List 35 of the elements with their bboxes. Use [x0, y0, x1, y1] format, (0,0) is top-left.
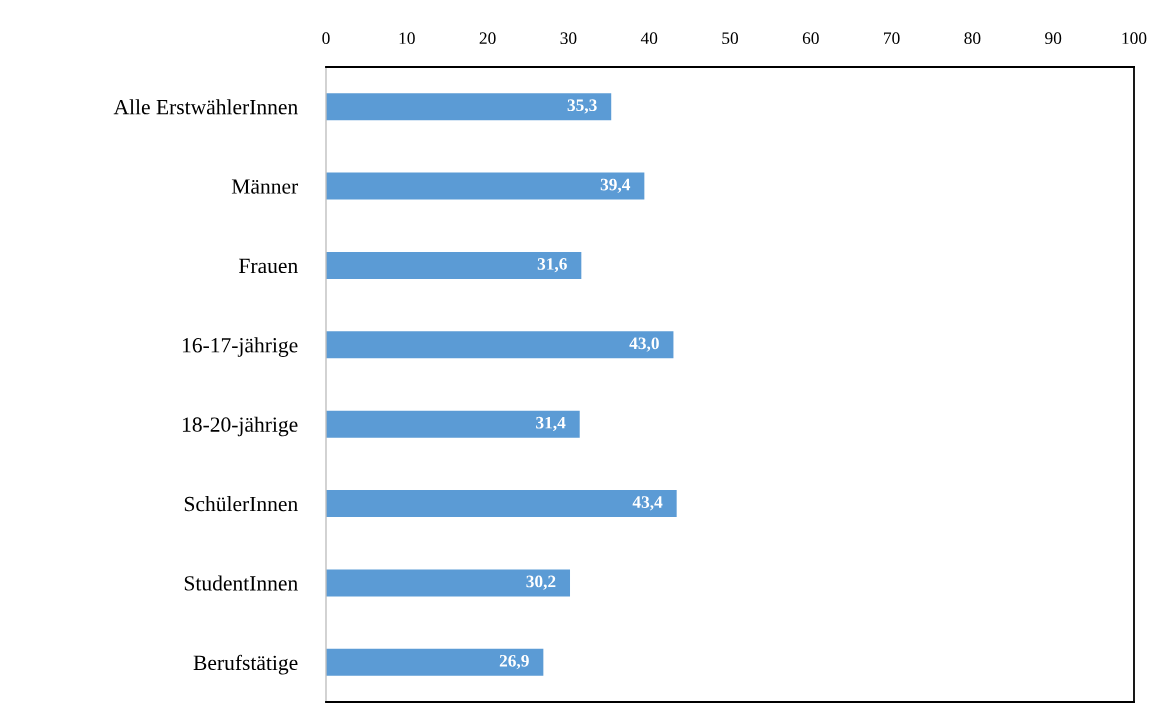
bar	[326, 648, 544, 676]
x-tick-label: 40	[640, 32, 658, 45]
x-tick-label: 50	[722, 32, 739, 45]
bar	[326, 569, 571, 597]
bar	[326, 251, 582, 279]
data-label: 30,2	[526, 575, 556, 590]
x-tick-label: 100	[1122, 32, 1147, 45]
bar	[326, 410, 580, 438]
x-tick-label: 60	[802, 32, 819, 45]
bar	[326, 490, 677, 518]
y-tick-label: 16-17-jährige	[182, 337, 298, 357]
y-tick-label: SchülerInnen	[184, 496, 298, 512]
data-label: 26,9	[499, 654, 529, 670]
x-tick-label: 70	[884, 32, 900, 45]
bar	[326, 331, 674, 359]
x-tick-label: 0	[322, 32, 330, 45]
bar	[326, 172, 645, 200]
x-tick-label: 90	[1045, 32, 1062, 45]
bar	[326, 93, 612, 121]
data-label: 31,6	[537, 258, 567, 273]
data-label: 39,4	[600, 178, 631, 193]
x-tick-label: 20	[479, 32, 496, 45]
x-tick-label: 80	[964, 32, 981, 45]
data-label: 43,0	[629, 337, 659, 352]
y-tick-label: StudentInnen	[184, 575, 298, 591]
y-tick-label: Alle ErstwählerInnen	[113, 99, 298, 115]
y-tick-label: Frauen	[239, 258, 298, 274]
x-tick-label: 10	[399, 32, 415, 45]
x-tick-label: 30	[560, 32, 577, 45]
data-label: 43,4	[632, 496, 663, 511]
data-label: 31,4	[536, 416, 566, 432]
y-tick-label: Berufstätige	[193, 654, 298, 675]
y-tick-label: Männer	[231, 179, 299, 194]
data-label: 35,3	[567, 99, 597, 114]
y-tick-label: 18-20-jährige	[182, 416, 298, 437]
